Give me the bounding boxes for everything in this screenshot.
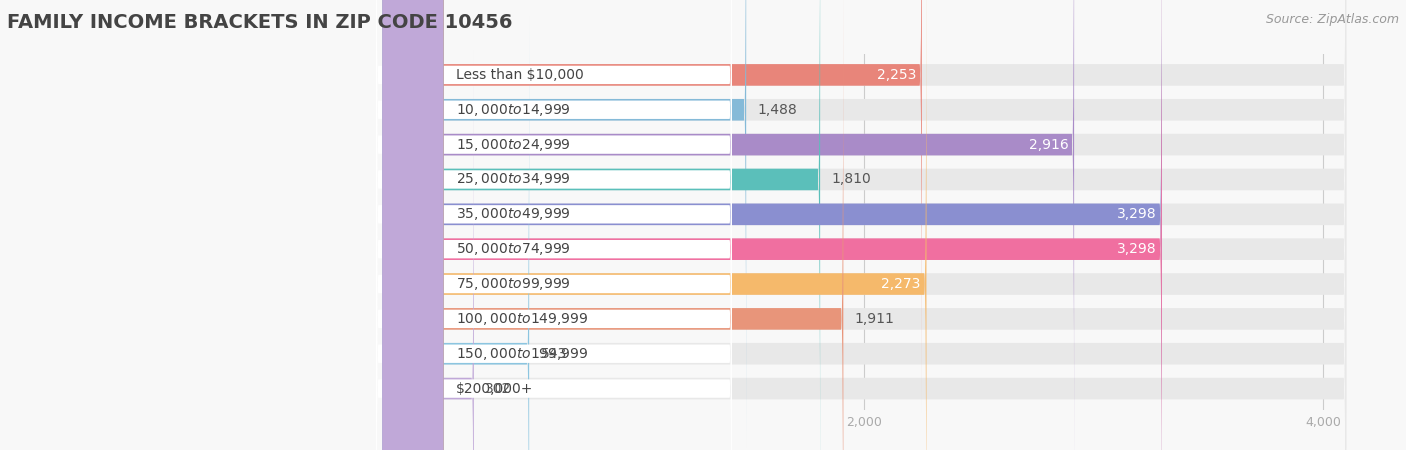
FancyBboxPatch shape bbox=[405, 0, 1161, 450]
Text: 2,253: 2,253 bbox=[877, 68, 917, 82]
FancyBboxPatch shape bbox=[375, 49, 733, 450]
Text: $35,000 to $49,999: $35,000 to $49,999 bbox=[457, 206, 571, 222]
FancyBboxPatch shape bbox=[405, 0, 1074, 450]
Circle shape bbox=[382, 0, 443, 450]
FancyBboxPatch shape bbox=[375, 0, 733, 450]
FancyBboxPatch shape bbox=[375, 0, 733, 450]
Text: $200,000+: $200,000+ bbox=[457, 382, 534, 396]
FancyBboxPatch shape bbox=[405, 51, 1346, 450]
Text: Source: ZipAtlas.com: Source: ZipAtlas.com bbox=[1265, 14, 1399, 27]
FancyBboxPatch shape bbox=[405, 51, 474, 450]
FancyBboxPatch shape bbox=[405, 0, 1346, 413]
Circle shape bbox=[382, 0, 443, 450]
Text: 1,911: 1,911 bbox=[855, 312, 894, 326]
Circle shape bbox=[382, 0, 443, 450]
FancyBboxPatch shape bbox=[405, 0, 1346, 450]
FancyBboxPatch shape bbox=[405, 0, 844, 450]
FancyBboxPatch shape bbox=[375, 0, 733, 450]
FancyBboxPatch shape bbox=[405, 16, 1346, 450]
Circle shape bbox=[382, 0, 443, 450]
Text: $50,000 to $74,999: $50,000 to $74,999 bbox=[457, 241, 571, 257]
FancyBboxPatch shape bbox=[405, 0, 1346, 450]
Text: Less than $10,000: Less than $10,000 bbox=[457, 68, 583, 82]
FancyBboxPatch shape bbox=[375, 14, 733, 450]
Text: 1,810: 1,810 bbox=[831, 172, 872, 186]
Text: $150,000 to $199,999: $150,000 to $199,999 bbox=[457, 346, 589, 362]
Text: $75,000 to $99,999: $75,000 to $99,999 bbox=[457, 276, 571, 292]
FancyBboxPatch shape bbox=[375, 0, 733, 450]
FancyBboxPatch shape bbox=[375, 0, 733, 450]
Text: $100,000 to $149,999: $100,000 to $149,999 bbox=[457, 311, 589, 327]
FancyBboxPatch shape bbox=[405, 0, 1346, 450]
FancyBboxPatch shape bbox=[405, 0, 1346, 450]
Text: 2,916: 2,916 bbox=[1029, 138, 1069, 152]
Circle shape bbox=[382, 0, 443, 450]
FancyBboxPatch shape bbox=[405, 0, 1346, 447]
Text: 3,298: 3,298 bbox=[1116, 207, 1156, 221]
FancyBboxPatch shape bbox=[405, 0, 747, 447]
Text: 543: 543 bbox=[541, 347, 567, 361]
FancyBboxPatch shape bbox=[375, 0, 733, 449]
Text: 2,273: 2,273 bbox=[882, 277, 921, 291]
Text: 1,488: 1,488 bbox=[758, 103, 797, 117]
Text: $15,000 to $24,999: $15,000 to $24,999 bbox=[457, 137, 571, 153]
FancyBboxPatch shape bbox=[405, 0, 1161, 450]
FancyBboxPatch shape bbox=[375, 0, 733, 414]
Circle shape bbox=[382, 0, 443, 450]
Text: 302: 302 bbox=[485, 382, 512, 396]
Text: $10,000 to $14,999: $10,000 to $14,999 bbox=[457, 102, 571, 118]
FancyBboxPatch shape bbox=[405, 0, 1346, 450]
Circle shape bbox=[382, 0, 443, 450]
Circle shape bbox=[382, 0, 443, 450]
FancyBboxPatch shape bbox=[405, 0, 922, 413]
Circle shape bbox=[382, 0, 443, 450]
Circle shape bbox=[382, 0, 443, 450]
Text: FAMILY INCOME BRACKETS IN ZIP CODE 10456: FAMILY INCOME BRACKETS IN ZIP CODE 10456 bbox=[7, 14, 513, 32]
FancyBboxPatch shape bbox=[405, 0, 927, 450]
FancyBboxPatch shape bbox=[405, 16, 529, 450]
FancyBboxPatch shape bbox=[375, 0, 733, 450]
FancyBboxPatch shape bbox=[405, 0, 820, 450]
FancyBboxPatch shape bbox=[405, 0, 1346, 450]
Text: 3,298: 3,298 bbox=[1116, 242, 1156, 256]
Text: $25,000 to $34,999: $25,000 to $34,999 bbox=[457, 171, 571, 188]
